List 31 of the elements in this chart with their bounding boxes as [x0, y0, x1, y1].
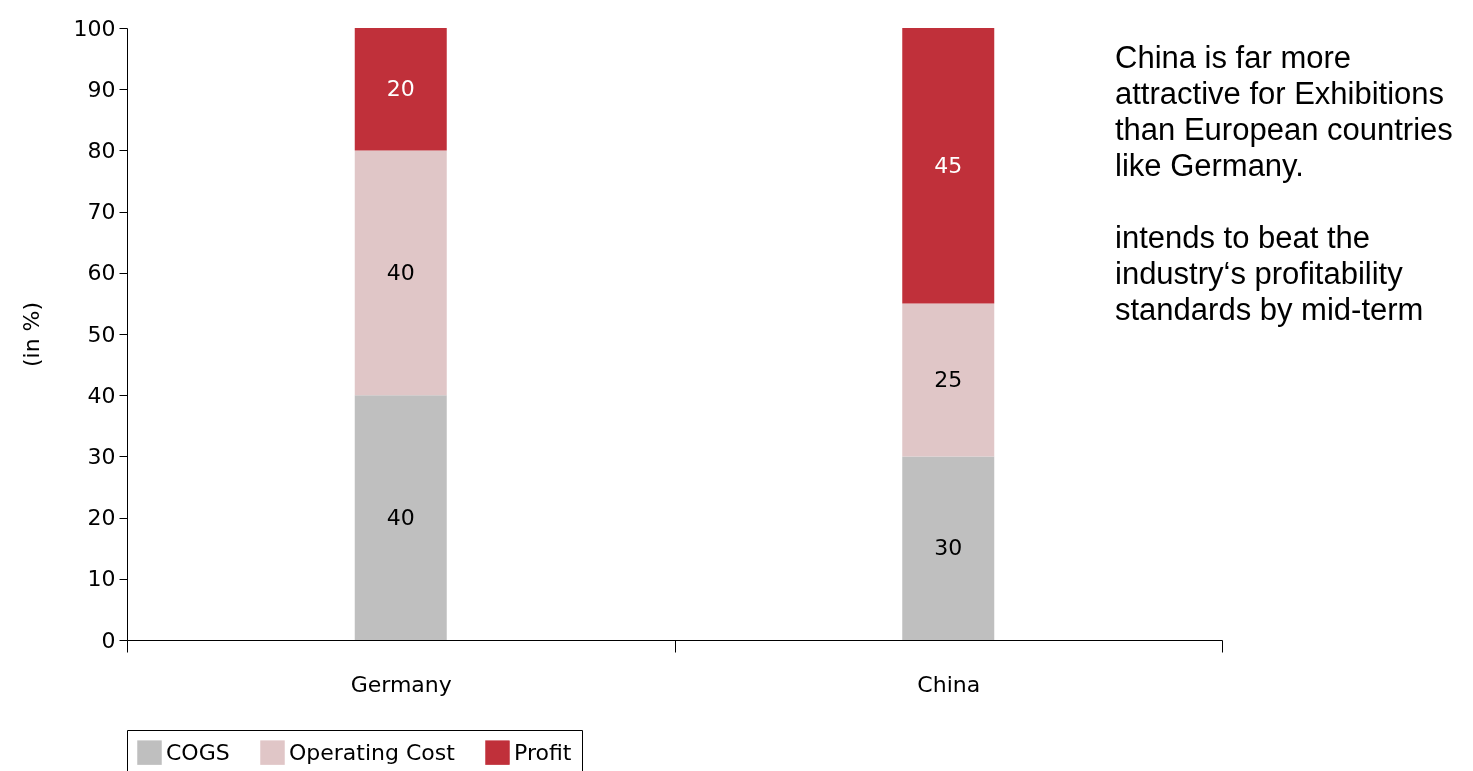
- x-tick-label: China: [917, 671, 981, 697]
- data-label: 45: [934, 152, 963, 178]
- data-label: 40: [386, 504, 415, 530]
- y-tick-label: 80: [87, 137, 116, 163]
- legend-label: COGS: [166, 739, 230, 765]
- y-tick-label: 0: [101, 627, 116, 653]
- bar: [354, 28, 447, 151]
- bar: [902, 303, 995, 457]
- data-label: 20: [386, 76, 415, 102]
- y-tick-label: 40: [87, 382, 116, 408]
- y-tick-label: 50: [87, 321, 116, 347]
- data-label: 25: [934, 366, 963, 392]
- y-tick-label: 60: [87, 260, 116, 286]
- legend-label: Profit: [514, 739, 572, 765]
- data-label: 30: [934, 535, 963, 561]
- y-axis-title: (in %): [18, 301, 44, 368]
- y-tick-label: 30: [87, 443, 116, 469]
- y-tick-label: 90: [87, 76, 116, 102]
- bar: [354, 395, 447, 640]
- y-tick-label: 70: [87, 199, 116, 225]
- annotation: China is far more attractive for Exhibitions than European countries like Germany.: [1115, 40, 1454, 184]
- data-label: 40: [386, 259, 415, 285]
- bar: [902, 456, 995, 640]
- x-tick-label: Germany: [350, 671, 452, 697]
- legend-label: Operating Cost: [289, 739, 456, 765]
- bar: [902, 28, 995, 304]
- bar: [354, 150, 447, 396]
- y-tick-label: 10: [87, 566, 116, 592]
- y-tick-label: 100: [73, 15, 116, 41]
- y-tick-label: 20: [87, 505, 116, 531]
- annotation: intends to beat the industry‘s profitability standards by mid-term: [1115, 220, 1425, 328]
